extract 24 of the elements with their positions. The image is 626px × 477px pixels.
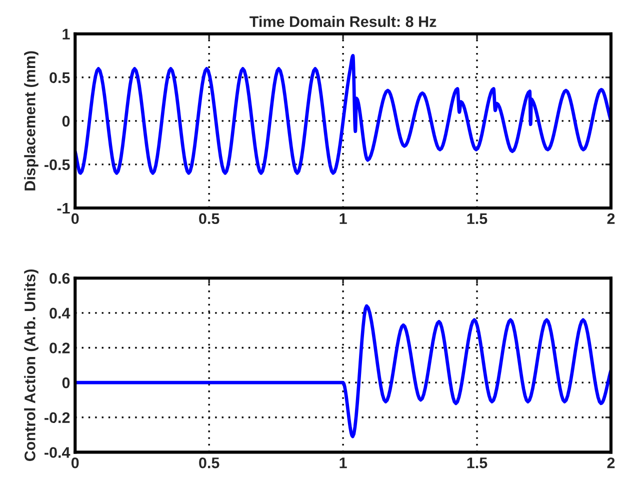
y-tick-label: -0.5 bbox=[44, 159, 70, 170]
y-tick-label: -0.2 bbox=[44, 412, 70, 424]
y-tick-label: 0.2 bbox=[50, 342, 70, 354]
x-tick-label: 2 bbox=[607, 213, 615, 224]
x-tick-label: 1.5 bbox=[467, 213, 488, 224]
y-tick-label: 0.4 bbox=[50, 308, 70, 319]
x-tick-label: 2 bbox=[607, 457, 615, 468]
y-axis-title: Displacement (mm) bbox=[24, 51, 38, 190]
y-tick-label: -0.4 bbox=[44, 447, 70, 458]
x-tick-label: 0 bbox=[71, 213, 79, 224]
y-tick-label: 0 bbox=[62, 116, 70, 127]
x-tick-label: 0.5 bbox=[199, 213, 220, 224]
y-tick-label: 0 bbox=[62, 377, 70, 388]
x-tick-label: 1 bbox=[340, 458, 347, 468]
x-tick-label: 0.5 bbox=[199, 457, 220, 468]
x-tick-label: 0 bbox=[71, 457, 79, 468]
x-tick-label: 1 bbox=[340, 213, 347, 224]
y-tick-label: 1 bbox=[62, 28, 70, 40]
y-axis-title: Control Action (Arb. Units) bbox=[24, 269, 38, 461]
chart-title: Time Domain Result: 8 Hz bbox=[250, 16, 436, 28]
y-tick-label: -1 bbox=[57, 202, 70, 214]
y-tick-label: 0.5 bbox=[50, 72, 70, 84]
x-tick-label: 1.5 bbox=[467, 458, 488, 468]
y-tick-label: 0.6 bbox=[50, 272, 70, 284]
